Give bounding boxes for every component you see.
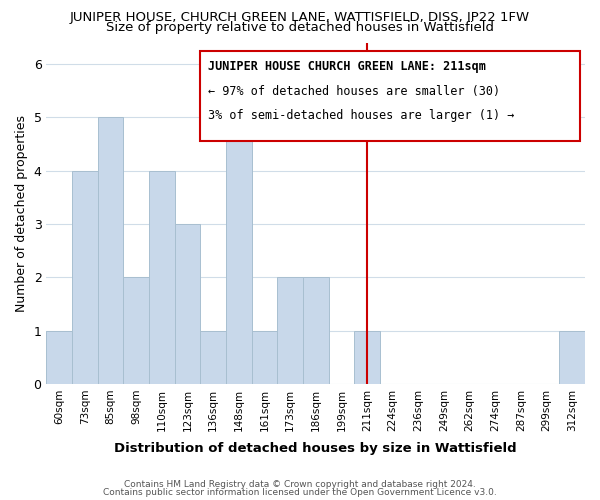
- Text: ← 97% of detached houses are smaller (30): ← 97% of detached houses are smaller (30…: [208, 85, 500, 98]
- Bar: [303, 277, 329, 384]
- Bar: [149, 170, 175, 384]
- Bar: [559, 330, 585, 384]
- Bar: [72, 170, 98, 384]
- X-axis label: Distribution of detached houses by size in Wattisfield: Distribution of detached houses by size …: [115, 442, 517, 455]
- Text: JUNIPER HOUSE CHURCH GREEN LANE: 211sqm: JUNIPER HOUSE CHURCH GREEN LANE: 211sqm: [208, 60, 486, 73]
- Bar: [46, 330, 72, 384]
- Bar: [98, 117, 124, 384]
- Y-axis label: Number of detached properties: Number of detached properties: [15, 114, 28, 312]
- FancyBboxPatch shape: [200, 50, 580, 141]
- Text: Contains HM Land Registry data © Crown copyright and database right 2024.: Contains HM Land Registry data © Crown c…: [124, 480, 476, 489]
- Text: 3% of semi-detached houses are larger (1) →: 3% of semi-detached houses are larger (1…: [208, 109, 514, 122]
- Bar: [251, 330, 277, 384]
- Text: Contains public sector information licensed under the Open Government Licence v3: Contains public sector information licen…: [103, 488, 497, 497]
- Bar: [124, 277, 149, 384]
- Bar: [200, 330, 226, 384]
- Text: Size of property relative to detached houses in Wattisfield: Size of property relative to detached ho…: [106, 21, 494, 34]
- Text: JUNIPER HOUSE, CHURCH GREEN LANE, WATTISFIELD, DISS, IP22 1FW: JUNIPER HOUSE, CHURCH GREEN LANE, WATTIS…: [70, 11, 530, 24]
- Bar: [226, 117, 251, 384]
- Bar: [175, 224, 200, 384]
- Bar: [277, 277, 303, 384]
- Bar: [354, 330, 380, 384]
